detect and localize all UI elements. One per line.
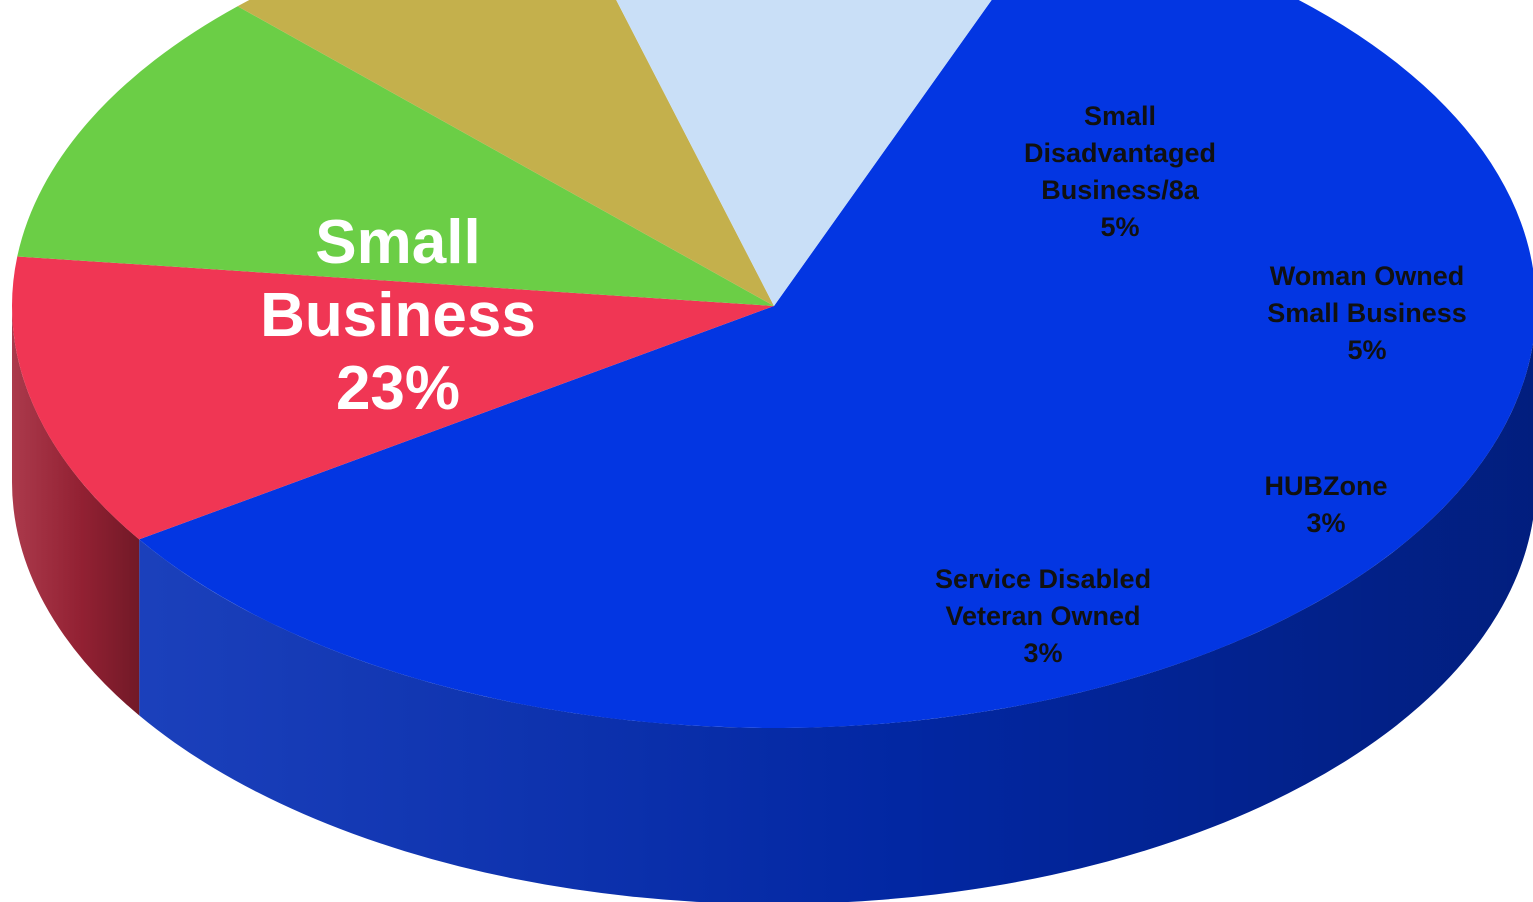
slice-label-3: HUBZone 3%: [1265, 471, 1388, 538]
slice-name-line: Woman Owned: [1270, 261, 1465, 291]
pie-side-shade-0: [139, 343, 1533, 902]
slice-label-2: Woman Owned Small Business 5%: [1267, 261, 1467, 365]
slice-value-label: 3%: [1023, 638, 1062, 668]
pie-slice-1: [11, 256, 774, 540]
slice-name-line: Small Business: [1267, 298, 1467, 328]
slice-name-line: Business: [260, 281, 536, 350]
pie-tops: [11, 0, 1533, 728]
pie-slice-4: [616, 0, 992, 306]
slice-name-line: Small: [1084, 101, 1156, 131]
slice-name-line: Veteran Owned: [945, 601, 1140, 631]
pie-sides: [11, 306, 1533, 902]
slice-name-line: HUBZone: [1265, 471, 1388, 501]
slice-name-line: Disadvantaged: [1024, 138, 1216, 168]
pie-slice-0: [139, 0, 1533, 728]
slice-value-label: 5%: [1100, 212, 1139, 242]
slice-label-1: Small Disadvantaged Business/8a 5%: [1024, 101, 1216, 242]
slice-name-line: Business/8a: [1041, 175, 1200, 205]
slice-label-4: Service Disabled Veteran Owned 3%: [935, 564, 1151, 668]
slice-value-label: 3%: [1306, 508, 1345, 538]
pie-side-shade-1: [11, 306, 140, 716]
slice-value-label: 5%: [1347, 335, 1386, 365]
pie-slice-3: [237, 0, 774, 306]
pie-slice-2: [17, 6, 774, 307]
slice-labels: Small Business 23%Small Disadvantaged Busine…: [260, 101, 1467, 668]
slice-label-0: Small Business 23%: [260, 208, 536, 423]
slice-name-line: Small: [315, 208, 480, 277]
slice-value-label: 23%: [336, 354, 460, 423]
slice-name-line: Service Disabled: [935, 564, 1151, 594]
